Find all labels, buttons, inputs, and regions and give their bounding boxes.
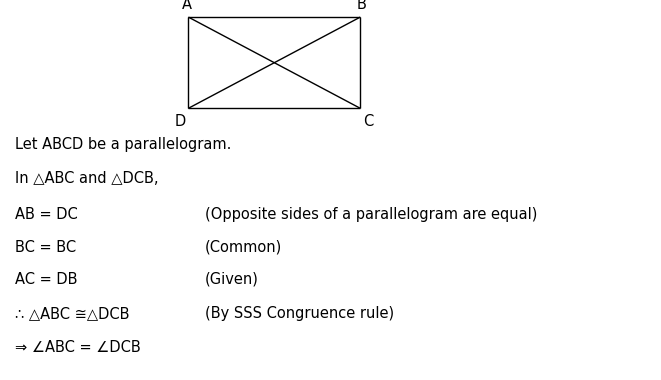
Text: In △ABC and △DCB,: In △ABC and △DCB,: [15, 171, 158, 186]
Text: AB = DC: AB = DC: [15, 207, 77, 222]
Text: Let ABCD be a parallelogram.: Let ABCD be a parallelogram.: [15, 137, 231, 152]
Text: C: C: [363, 114, 373, 129]
Text: B: B: [357, 0, 366, 12]
Text: (By SSS Congruence rule): (By SSS Congruence rule): [205, 306, 394, 321]
Text: AC = DB: AC = DB: [15, 272, 77, 287]
Text: D: D: [175, 114, 186, 129]
Text: ⇒ ∠ABC = ∠DCB: ⇒ ∠ABC = ∠DCB: [15, 340, 140, 355]
Text: ∴ △ABC ≅△DCB: ∴ △ABC ≅△DCB: [15, 306, 129, 321]
Text: (Common): (Common): [205, 239, 282, 255]
Text: A: A: [182, 0, 192, 12]
Text: BC = BC: BC = BC: [15, 239, 75, 255]
Text: (Opposite sides of a parallelogram are equal): (Opposite sides of a parallelogram are e…: [205, 207, 537, 222]
Text: (Given): (Given): [205, 272, 259, 287]
